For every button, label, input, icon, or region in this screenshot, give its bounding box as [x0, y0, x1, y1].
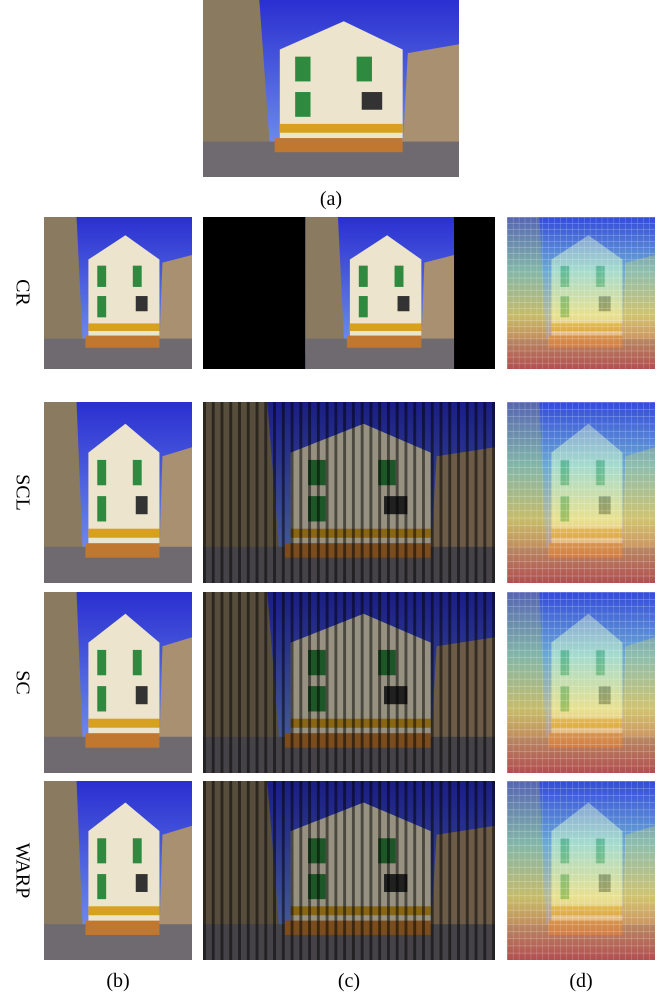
- result-image: [44, 592, 192, 773]
- result-image: [44, 217, 192, 369]
- column-caption: (d): [569, 970, 593, 992]
- row-label: WARP: [11, 842, 34, 898]
- result-image: [203, 592, 495, 773]
- result-image: [507, 402, 655, 583]
- row-label: SC: [11, 669, 34, 695]
- input-image: [203, 0, 459, 177]
- result-image: [203, 781, 495, 960]
- result-image: [507, 592, 655, 773]
- result-image: [203, 402, 495, 583]
- result-image: [203, 217, 495, 369]
- column-caption: (b): [106, 970, 130, 992]
- caption: (a): [319, 188, 343, 210]
- result-image: [507, 217, 655, 369]
- row-label: CR: [11, 279, 34, 306]
- result-image: [44, 781, 192, 960]
- row-label: SCL: [11, 473, 34, 511]
- result-image: [507, 781, 655, 960]
- column-caption: (c): [337, 970, 361, 992]
- result-image: [44, 402, 192, 583]
